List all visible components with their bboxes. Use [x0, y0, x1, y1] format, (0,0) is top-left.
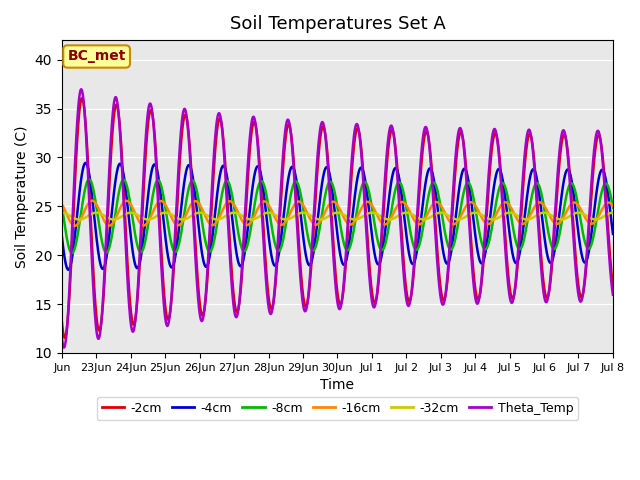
-8cm: [149, 191, 157, 196]
Theta_Temp: [74, 115, 81, 121]
X-axis label: Time: Time: [321, 378, 355, 392]
-8cm: [85, 177, 93, 182]
-4cm: [488, 196, 496, 202]
Legend: -2cm, -4cm, -8cm, -16cm, -32cm, Theta_Temp: -2cm, -4cm, -8cm, -16cm, -32cm, Theta_Te…: [97, 397, 578, 420]
-8cm: [58, 204, 66, 209]
-2cm: [78, 96, 86, 101]
Theta_Temp: [609, 292, 617, 298]
-2cm: [58, 319, 66, 325]
-8cm: [355, 198, 362, 204]
-8cm: [488, 222, 496, 228]
-4cm: [58, 234, 66, 240]
-2cm: [181, 112, 189, 118]
Theta_Temp: [60, 345, 68, 350]
-32cm: [609, 210, 617, 216]
-4cm: [181, 175, 189, 181]
-16cm: [488, 218, 496, 224]
-16cm: [181, 215, 189, 220]
-4cm: [196, 239, 204, 245]
-16cm: [74, 221, 81, 227]
Theta_Temp: [149, 117, 157, 123]
Theta_Temp: [196, 315, 204, 321]
Theta_Temp: [355, 126, 362, 132]
-16cm: [88, 198, 96, 204]
-32cm: [149, 216, 157, 221]
Line: -16cm: -16cm: [62, 201, 613, 226]
-4cm: [65, 267, 72, 273]
Theta_Temp: [77, 86, 85, 92]
Theta_Temp: [488, 133, 496, 139]
-2cm: [488, 142, 496, 148]
-16cm: [609, 203, 617, 209]
-2cm: [609, 283, 617, 289]
-32cm: [180, 216, 188, 222]
-8cm: [196, 209, 204, 215]
-2cm: [355, 127, 362, 133]
-8cm: [68, 250, 76, 256]
Line: Theta_Temp: Theta_Temp: [62, 89, 613, 348]
-32cm: [76, 216, 83, 222]
-32cm: [355, 216, 362, 222]
-16cm: [355, 211, 362, 217]
-4cm: [609, 231, 617, 237]
-2cm: [61, 335, 68, 340]
-16cm: [149, 208, 157, 214]
Line: -4cm: -4cm: [62, 163, 613, 270]
-2cm: [196, 305, 204, 311]
-32cm: [196, 210, 204, 216]
-16cm: [71, 223, 79, 228]
Y-axis label: Soil Temperature (C): Soil Temperature (C): [15, 125, 29, 268]
-8cm: [181, 207, 189, 213]
-4cm: [149, 163, 157, 169]
Theta_Temp: [58, 335, 66, 341]
-8cm: [74, 233, 81, 239]
-4cm: [74, 209, 81, 215]
Title: Soil Temperatures Set A: Soil Temperatures Set A: [230, 15, 445, 33]
-4cm: [82, 160, 90, 166]
-8cm: [609, 205, 617, 211]
-4cm: [355, 170, 362, 176]
-2cm: [149, 117, 157, 122]
Line: -2cm: -2cm: [62, 98, 613, 337]
-32cm: [488, 216, 496, 222]
Theta_Temp: [181, 106, 189, 112]
Text: BC_met: BC_met: [67, 49, 126, 63]
-2cm: [74, 133, 81, 139]
-32cm: [58, 210, 66, 216]
Line: -32cm: -32cm: [62, 213, 613, 219]
-32cm: [73, 216, 81, 222]
-16cm: [58, 201, 66, 207]
Line: -8cm: -8cm: [62, 180, 613, 253]
-16cm: [196, 203, 204, 209]
